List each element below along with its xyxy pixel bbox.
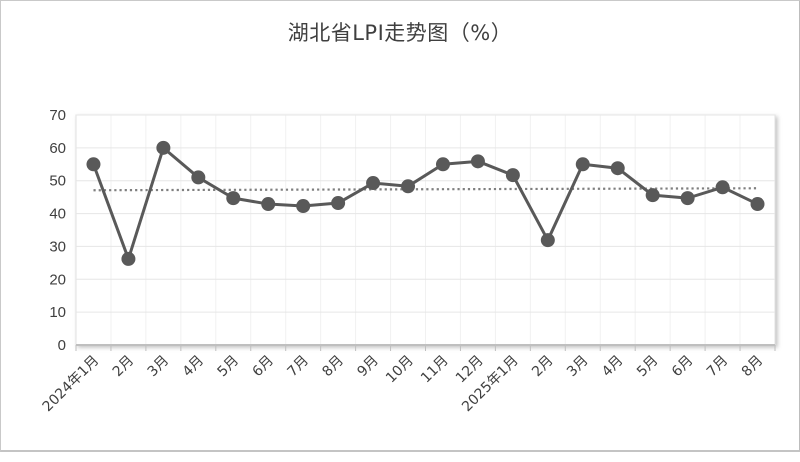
y-tick-label: 50	[49, 173, 66, 190]
data-point-marker	[575, 157, 590, 172]
data-point-marker	[296, 199, 311, 214]
data-point-marker	[540, 233, 555, 248]
x-tick-label: 4月	[599, 353, 627, 381]
x-tick-label: 6月	[250, 353, 278, 381]
x-tick-label: 4月	[180, 353, 208, 381]
trendline	[93, 187, 758, 192]
x-tick-label: 9月	[354, 353, 382, 381]
data-series	[86, 140, 765, 266]
x-tick-label: 5月	[634, 353, 662, 381]
x-tick-label: 11月	[418, 353, 452, 387]
data-point-marker	[86, 157, 101, 172]
x-tick-label: 2024年1月	[40, 353, 103, 416]
y-tick-label: 60	[49, 140, 66, 157]
x-tick-label: 3月	[564, 353, 592, 381]
x-tick-label: 2月	[110, 353, 138, 381]
x-tick-label: 10月	[383, 353, 417, 387]
y-tick-label: 20	[49, 271, 66, 288]
data-point-marker	[261, 197, 276, 212]
data-point-marker	[750, 197, 765, 212]
data-point-marker	[435, 157, 450, 172]
y-tick-label: 30	[49, 238, 66, 255]
data-point-marker	[680, 191, 695, 206]
chart-title: 湖北省LPI走势图（%）	[287, 21, 513, 45]
data-point-marker	[470, 154, 485, 169]
x-tick-label: 6月	[669, 353, 697, 381]
x-tick-label: 7月	[284, 353, 312, 381]
data-point-marker	[610, 161, 625, 176]
data-point-marker	[366, 176, 381, 191]
x-tick-label: 5月	[215, 353, 243, 381]
data-point-marker	[331, 196, 346, 211]
y-tick-label: 0	[58, 337, 66, 354]
data-point-marker	[191, 170, 206, 185]
data-point-marker	[715, 180, 730, 195]
gridlines	[76, 114, 775, 345]
y-tick-label: 10	[49, 304, 66, 321]
x-tick-label: 2月	[529, 353, 557, 381]
data-point-marker	[505, 168, 520, 183]
data-point-marker	[156, 140, 171, 155]
data-point-marker	[121, 251, 136, 266]
x-tick-label: 8月	[319, 353, 347, 381]
trendline-dotted	[93, 187, 758, 192]
y-tick-label: 70	[49, 107, 66, 124]
y-tick-label: 40	[49, 206, 66, 223]
x-tick-label: 7月	[704, 353, 732, 381]
x-tick-label: 8月	[739, 353, 767, 381]
data-point-marker	[401, 179, 416, 194]
y-axis: 0 10 20 30 40 50 60 70	[49, 107, 66, 354]
x-tick-label: 3月	[145, 353, 173, 381]
data-point-marker	[226, 191, 241, 206]
data-point-marker	[645, 188, 660, 203]
